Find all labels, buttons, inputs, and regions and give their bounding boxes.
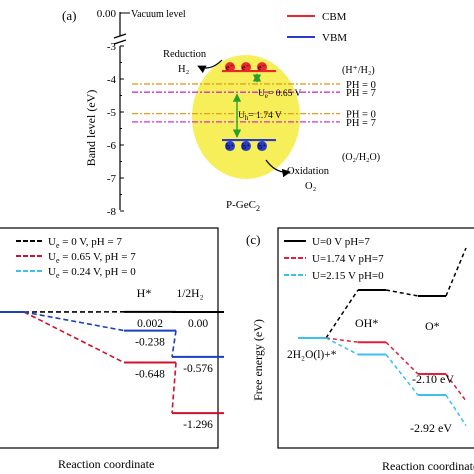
- hole-label: h⁺: [258, 142, 266, 151]
- c-connector: [325, 289, 359, 339]
- b-connector: [171, 362, 177, 414]
- redox-level-label: PH = 0: [346, 110, 376, 121]
- b-value-label: -0.648: [135, 369, 165, 381]
- a-y-tick-label: 0.00: [97, 8, 117, 20]
- c-annotation-red: -2.10 eV: [412, 372, 454, 386]
- c-connector: [385, 354, 419, 396]
- c-connector: [325, 337, 359, 343]
- panel-c-label: (c): [246, 232, 260, 247]
- redox-level-label: PH = 0: [346, 80, 376, 91]
- c-connector: [445, 247, 467, 297]
- redox-level-label: PH = 7: [346, 88, 376, 99]
- electron-label: e⁻: [258, 63, 266, 72]
- b-connector: [23, 311, 125, 364]
- electron-label: e⁻: [226, 63, 234, 72]
- vacuum-level-label: Vacuum level: [131, 9, 186, 20]
- panel-b-frame: [0, 227, 219, 449]
- b-value-label: -0.238: [135, 337, 165, 349]
- b-legend-label: Ue = 0 V, pH = 7: [48, 236, 122, 250]
- b-value-label: -0.576: [183, 363, 213, 375]
- material-label: P-GeC2: [226, 199, 260, 213]
- c-annotation-blue: -2.92 eV: [410, 421, 452, 435]
- reduction-product: H₂: [178, 64, 190, 75]
- b-legend-label: Ue = 0.65 V, pH = 7: [48, 251, 136, 265]
- b-state-label-1: H*: [137, 286, 152, 300]
- hole-dot: [241, 141, 251, 152]
- c-legend-label: U=0 V pH=7: [312, 236, 370, 248]
- uh-label: Uh= 1.74 V: [238, 111, 282, 122]
- redox-level-label: PH = 7: [346, 118, 376, 129]
- hole-label: h⁺: [242, 142, 250, 151]
- b-value-label: 0.00: [188, 318, 208, 330]
- panel-a-label: (a): [62, 8, 76, 23]
- panel-b-her-free-energy: Ue = 0 V, pH = 7Ue = 0.65 V, pH = 7Ue = …: [0, 227, 224, 471]
- o-couple-label: (O₂/H₂O): [342, 152, 380, 163]
- b-legend-label: Ue = 0.24 V, pH = 0: [48, 266, 136, 280]
- c-legend-label: U=2.15 V pH=0: [312, 270, 384, 282]
- axis-a-break: [113, 33, 127, 45]
- electron-dot: [225, 62, 235, 73]
- c-y-axis-label: Free energy (eV): [251, 319, 265, 401]
- oxidation-label: Oxidation: [287, 166, 330, 177]
- panel-a-y-axis-label: Band level (eV): [84, 90, 98, 167]
- panel-c-frame: [277, 227, 474, 449]
- b-value-label: -1.296: [183, 419, 213, 431]
- c-connector: [445, 373, 467, 402]
- a-y-tick-label: -6: [107, 140, 117, 152]
- a-y-tick-label: -4: [107, 74, 117, 86]
- panel-a-band-diagram: (a) Band level (eV) 0.00 -3 -4 -5 -6 -7 -8 Vac…: [62, 8, 380, 218]
- c-legend-label: U=1.74 V pH=7: [312, 253, 384, 265]
- a-y-tick-label: -5: [107, 107, 117, 119]
- legend-cbm-label: CBM: [322, 11, 347, 23]
- a-y-tick-label: -7: [107, 173, 117, 185]
- a-y-tick-label: -3: [107, 41, 117, 53]
- b-value-label: 0.002: [137, 318, 163, 330]
- semiconductor-ellipse: [192, 55, 300, 179]
- legend-vbm-label: VBM: [322, 32, 347, 44]
- electron-dot: [241, 62, 251, 73]
- b-x-axis-label: Reaction coordinate: [58, 457, 154, 471]
- c-state-label-2: O*: [425, 319, 440, 333]
- b-connector: [23, 311, 125, 332]
- reduction-arrow: [197, 59, 223, 74]
- panel-c-oer-free-energy: (c) Free energy (eV) U=0 V pH=7 U=1.74 V …: [246, 227, 474, 473]
- reduction-label: Reduction: [163, 49, 207, 60]
- hole-dot: [225, 141, 235, 152]
- c-state-label-1: OH*: [355, 316, 378, 330]
- h-couple-label: (H⁺/H₂): [342, 65, 375, 76]
- b-connector: [171, 330, 177, 358]
- c-connector: [385, 289, 419, 297]
- electron-label: e⁻: [242, 63, 250, 72]
- c-x-axis-label: Reaction coordinate: [382, 459, 474, 473]
- b-state-label-2: 1/2H₂: [176, 288, 203, 300]
- c-connector: [325, 337, 359, 356]
- oxidation-product: O₂: [305, 181, 317, 192]
- c-connector: [445, 394, 467, 427]
- oxidation-arrow: [265, 159, 291, 178]
- a-y-tick-label: -8: [107, 206, 117, 218]
- electron-dot: [257, 62, 267, 73]
- c-connector: [385, 341, 419, 375]
- hole-dot: [257, 141, 267, 152]
- hole-label: h⁺: [226, 142, 234, 151]
- ue-label: Ue= 0.65 V: [258, 89, 302, 100]
- c-state-label-0: 2H₂O(l)+*: [287, 349, 337, 361]
